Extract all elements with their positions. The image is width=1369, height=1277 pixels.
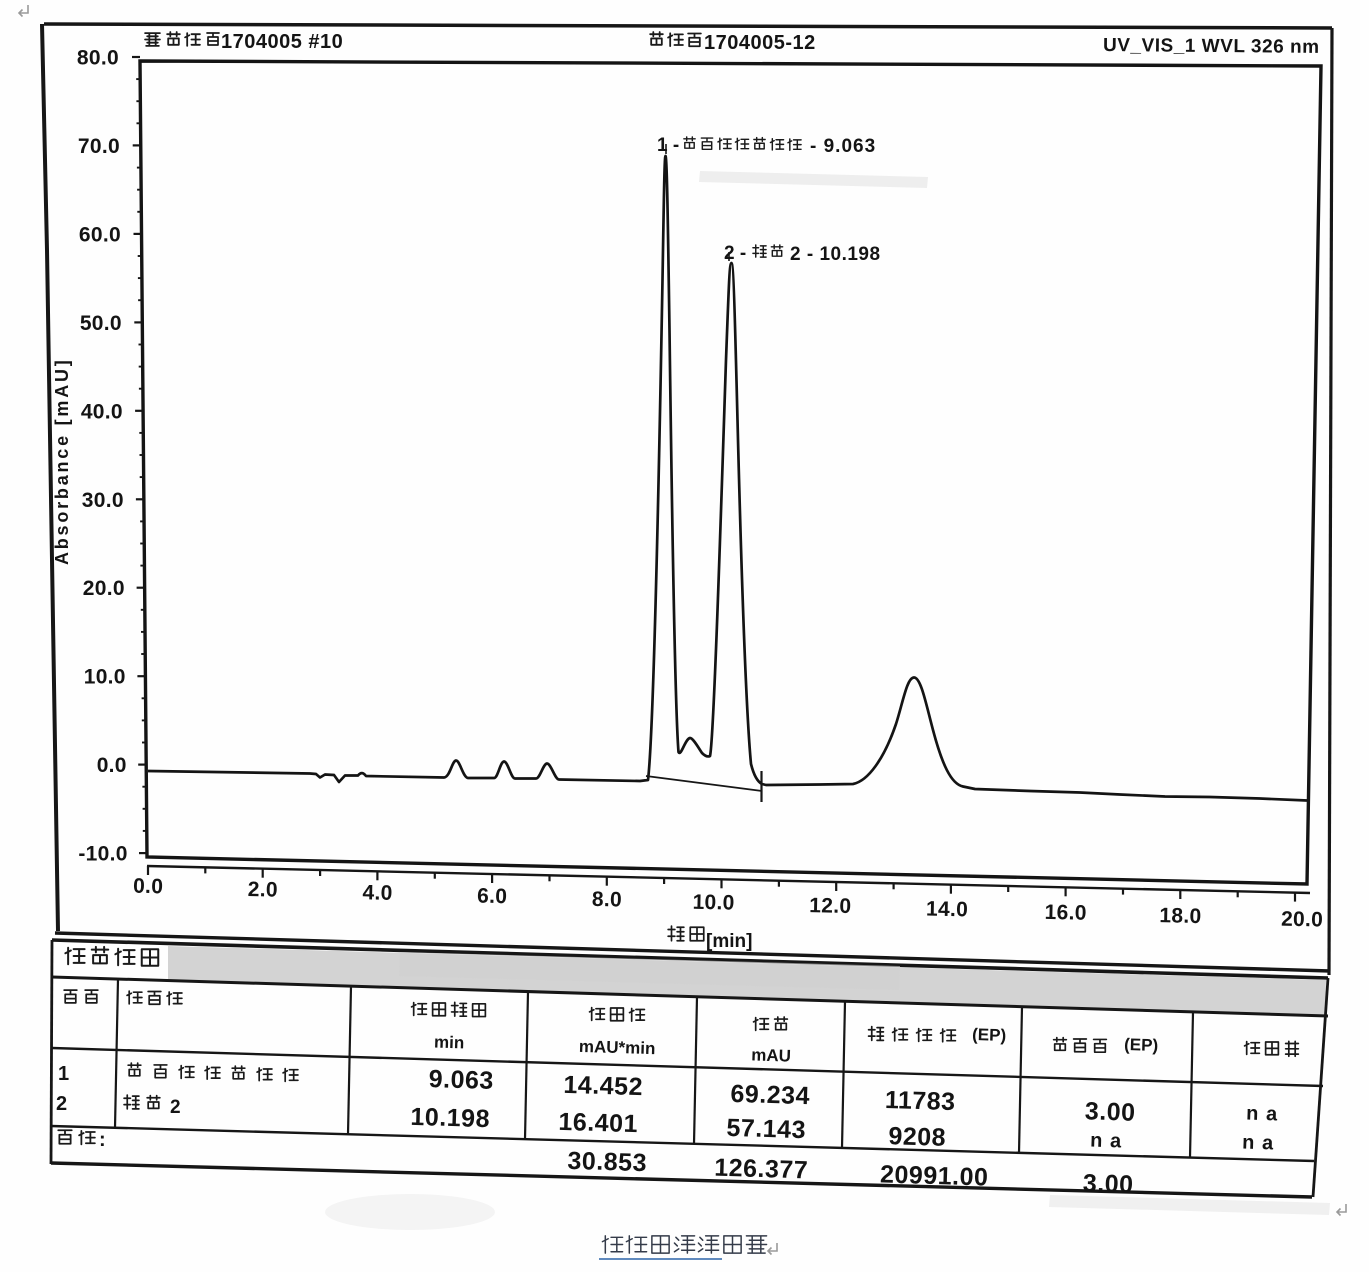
svg-text:3.00: 3.00 [1084, 1097, 1135, 1126]
svg-text:20.0: 20.0 [83, 577, 125, 600]
svg-text:60.0: 60.0 [79, 223, 121, 246]
svg-text:Absorbance [mAU]: Absorbance [mAU] [52, 359, 72, 565]
svg-text:2 -: 2 - [724, 243, 746, 264]
svg-text:[min]: [min] [706, 931, 752, 952]
svg-text:1704005-12: 1704005-12 [704, 32, 816, 54]
svg-text:30.0: 30.0 [82, 489, 124, 512]
svg-text:40.0: 40.0 [81, 400, 123, 423]
svg-text:mAU: mAU [751, 1045, 791, 1065]
svg-text::: : [99, 1129, 106, 1151]
svg-text:9208: 9208 [888, 1122, 946, 1152]
svg-text:-10.0: -10.0 [78, 843, 127, 866]
svg-text:8.0: 8.0 [592, 888, 623, 912]
svg-text:10.0: 10.0 [692, 891, 735, 915]
svg-text:14.452: 14.452 [563, 1071, 643, 1101]
svg-text:80.0: 80.0 [77, 47, 119, 70]
svg-text:4.0: 4.0 [362, 881, 393, 905]
svg-text:70.0: 70.0 [78, 135, 120, 158]
svg-text:2: 2 [170, 1097, 181, 1118]
svg-text:16.0: 16.0 [1044, 901, 1087, 925]
svg-text:0.0: 0.0 [97, 754, 127, 777]
svg-text:9.063: 9.063 [428, 1065, 494, 1095]
svg-text:min: min [434, 1033, 465, 1053]
svg-text:(EP): (EP) [1124, 1035, 1159, 1055]
svg-text:10.198: 10.198 [410, 1103, 490, 1133]
svg-text:2 - 10.198: 2 - 10.198 [790, 244, 881, 265]
svg-text:3.00: 3.00 [1082, 1169, 1133, 1198]
svg-text:mAU*min: mAU*min [579, 1037, 656, 1058]
svg-text:0.0: 0.0 [133, 875, 164, 899]
svg-text:50.0: 50.0 [80, 312, 122, 335]
svg-text:16.401: 16.401 [558, 1108, 638, 1138]
svg-text:n a: n a [1090, 1130, 1123, 1153]
svg-text:14.0: 14.0 [926, 897, 969, 921]
svg-text:18.0: 18.0 [1159, 904, 1202, 928]
svg-text:20991.00: 20991.00 [880, 1160, 989, 1191]
svg-text:6.0: 6.0 [477, 885, 508, 909]
svg-text:n a: n a [1246, 1103, 1279, 1126]
svg-text:n a: n a [1242, 1132, 1275, 1155]
svg-text:2.0: 2.0 [248, 878, 279, 902]
svg-text:1: 1 [58, 1063, 69, 1085]
svg-text:126.377: 126.377 [714, 1154, 809, 1185]
svg-text:- 9.063: - 9.063 [810, 136, 876, 157]
svg-text:20.0: 20.0 [1281, 908, 1324, 932]
svg-text:57.143: 57.143 [726, 1114, 806, 1144]
svg-text:11783: 11783 [885, 1086, 956, 1116]
svg-text:1704005 #10: 1704005 #10 [221, 31, 343, 53]
svg-text:12.0: 12.0 [809, 894, 852, 918]
svg-text:2: 2 [56, 1093, 67, 1115]
svg-text:10.0: 10.0 [84, 666, 126, 689]
svg-text:(EP): (EP) [972, 1025, 1007, 1045]
svg-text:UV_VIS_1 WVL 326 nm: UV_VIS_1 WVL 326 nm [1103, 35, 1319, 58]
svg-text:30.853: 30.853 [567, 1147, 647, 1177]
svg-text:69.234: 69.234 [730, 1080, 810, 1110]
svg-text:1 -: 1 - [657, 135, 679, 156]
